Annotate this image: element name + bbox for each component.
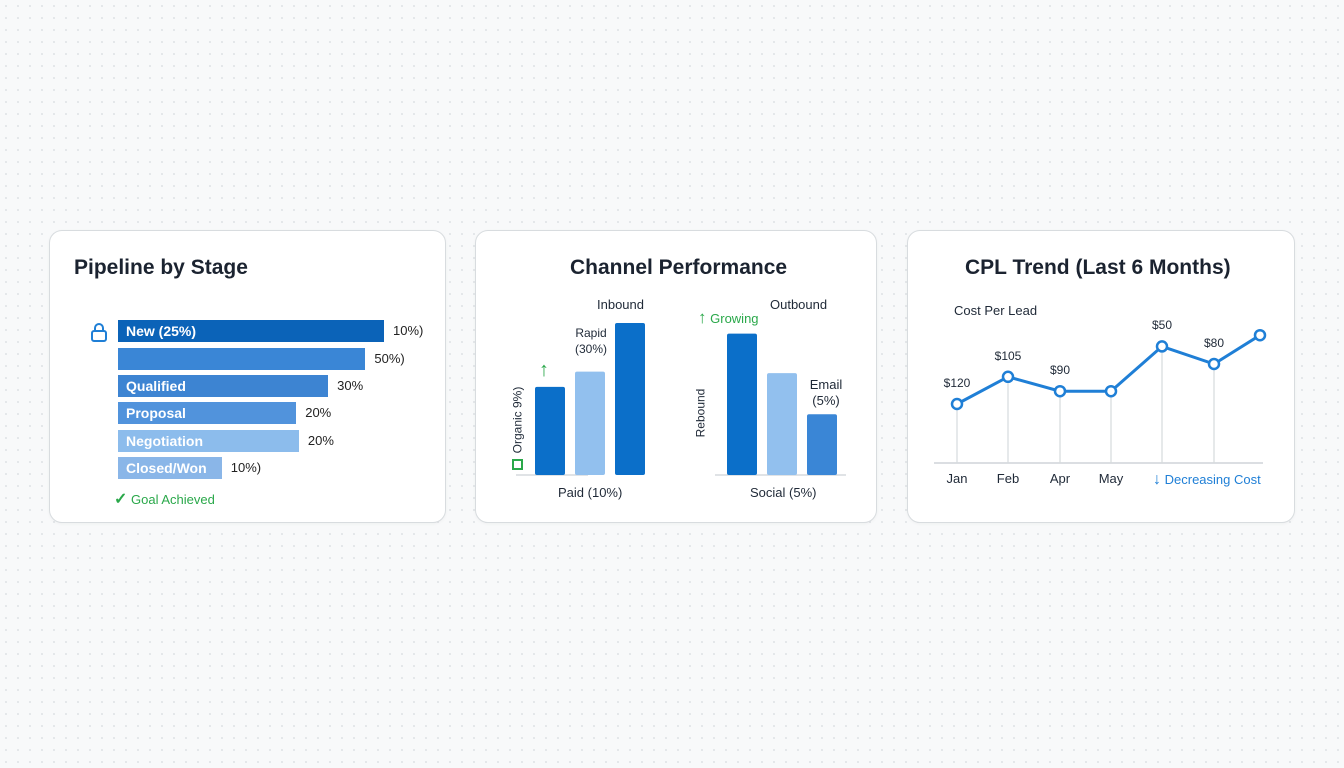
- data-point: [1053, 384, 1067, 398]
- bar-label: Rapid (30%): [575, 326, 608, 356]
- group-x-label: Social (5%): [750, 485, 817, 500]
- side-label: Organic 9%): [510, 386, 525, 454]
- point-label: $120: [943, 376, 971, 390]
- channel-bar: [535, 386, 565, 475]
- pipeline-value-label: 20%: [305, 405, 332, 420]
- group-x-label: Paid (10%): [558, 485, 623, 500]
- pipeline-bar: [118, 348, 366, 370]
- arrow-up-icon: ↑: [698, 308, 707, 327]
- group-label: Outbound: [770, 297, 828, 312]
- checkbox-icon: [512, 459, 523, 470]
- x-tick-label: May: [1098, 471, 1124, 486]
- group-label: Inbound: [597, 297, 644, 312]
- channel-title: Channel Performance: [570, 256, 788, 279]
- arrow-down-icon: ↓: [1153, 471, 1161, 488]
- bar-label: Email (5%): [809, 377, 843, 408]
- side-label: Rebound: [693, 388, 708, 438]
- x-tick-label: Feb: [996, 471, 1020, 486]
- channel-bar: [575, 371, 605, 475]
- pipeline-title: Pipeline by Stage: [74, 256, 248, 279]
- data-point: [950, 397, 964, 411]
- point-label: $105: [994, 348, 1022, 363]
- pipeline-value-label: 50%): [374, 351, 405, 366]
- pipeline-bar: New (25%): [118, 320, 384, 342]
- lock-icon: [91, 323, 107, 342]
- pipeline-bar: Closed/Won: [118, 457, 222, 479]
- goal-label: Goal Achieved: [131, 492, 215, 507]
- decreasing-cost-label: Decreasing Cost: [1164, 472, 1261, 487]
- x-tick-label: Jan: [946, 471, 968, 486]
- pipeline-bar: Qualified: [118, 375, 329, 397]
- growing-label: Growing: [710, 311, 759, 326]
- growing-badge: ↑ Growing: [698, 308, 759, 328]
- decreasing-cost: ↓ Decreasing Cost: [1153, 471, 1261, 489]
- point-label: $50: [1151, 318, 1173, 333]
- arrow-up-icon: ↑: [539, 359, 549, 381]
- x-tick-label: Apr: [1049, 471, 1071, 486]
- pipeline-card: Pipeline by Stage New (25%) 10%) 50%) Quali…: [49, 230, 446, 523]
- point-label: $80: [1203, 336, 1225, 350]
- cpl-line-chart: [934, 328, 1267, 464]
- data-point: [1001, 370, 1015, 384]
- point-label: $90: [1049, 363, 1071, 378]
- channel-bar: [727, 333, 757, 475]
- check-icon: ✓: [114, 491, 128, 508]
- y-axis-label: Cost Per Lead: [954, 303, 1038, 318]
- pipeline-bar: Proposal: [118, 402, 297, 424]
- channel-bar: [767, 373, 797, 475]
- data-point: [1104, 384, 1118, 398]
- data-point: [1253, 328, 1267, 342]
- channel-bar: [615, 323, 645, 475]
- goal-achieved: ✓ Goal Achieved: [114, 489, 215, 509]
- cpl-title: CPL Trend (Last 6 Months): [965, 256, 1231, 279]
- pipeline-value-label: 20%: [307, 433, 334, 448]
- channel-bar: [807, 414, 837, 475]
- data-point: [1207, 357, 1221, 371]
- channel-bars: [516, 323, 846, 476]
- pipeline-value-label: 30%: [337, 378, 364, 393]
- channel-card: Channel Performance Inbound Paid (10%) Org…: [475, 230, 877, 523]
- pipeline-value-label: 10%): [230, 460, 262, 475]
- data-point: [1155, 340, 1169, 353]
- pipeline-value-label: 10%): [393, 323, 424, 338]
- pipeline-bar: Negotiation: [118, 430, 299, 452]
- cpl-card: CPL Trend (Last 6 Months) Cost Per Lead …: [907, 230, 1295, 523]
